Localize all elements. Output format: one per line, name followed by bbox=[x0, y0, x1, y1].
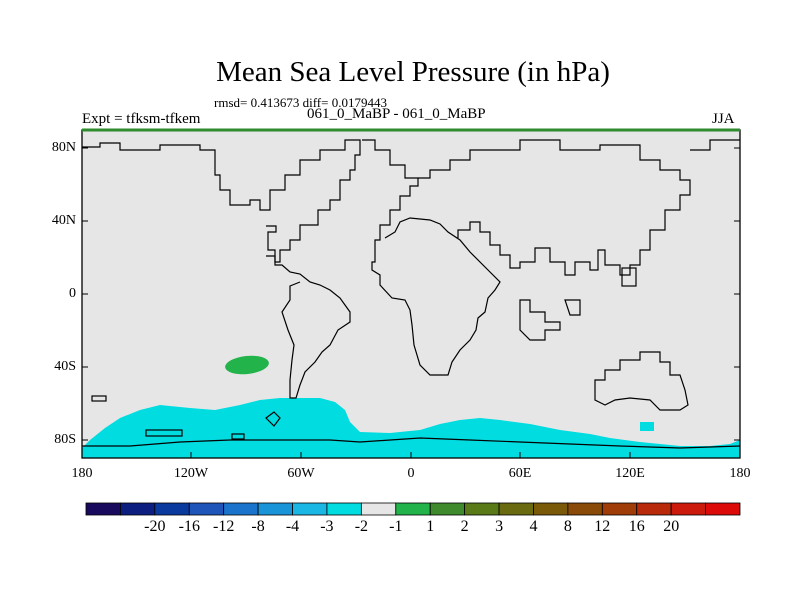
map-background bbox=[82, 130, 740, 458]
colorbar-label: 20 bbox=[663, 518, 680, 535]
colorbar-swatch bbox=[567, 502, 603, 516]
colorbar-swatch bbox=[326, 502, 362, 516]
island bbox=[145, 429, 183, 437]
colorbar-swatch bbox=[120, 502, 156, 516]
colorbar-swatch bbox=[223, 502, 259, 516]
colorbar-label: 12 bbox=[594, 518, 611, 535]
lon-tick-label: 120E bbox=[615, 466, 645, 481]
colorbar-label: -4 bbox=[285, 518, 300, 535]
lon-tick-label: 60E bbox=[508, 466, 532, 481]
colorbar-swatch bbox=[154, 502, 190, 516]
colorbar-label: 8 bbox=[563, 518, 572, 535]
colorbar-label: 1 bbox=[426, 518, 435, 535]
lat-tick-label: 0 bbox=[69, 286, 76, 301]
colorbar-label: -16 bbox=[178, 518, 200, 535]
lon-tick-label: 120W bbox=[173, 466, 209, 481]
lon-tick-label: 60W bbox=[287, 466, 315, 481]
colorbar-swatch bbox=[705, 502, 741, 516]
season-label: JJA bbox=[712, 111, 735, 127]
anomaly-region-small bbox=[640, 422, 654, 431]
colorbar-label: 4 bbox=[529, 518, 538, 535]
map-title: Mean Sea Level Pressure (in hPa) bbox=[216, 56, 610, 88]
colorbar-swatch bbox=[257, 502, 293, 516]
island bbox=[231, 433, 245, 440]
colorbar-label: 16 bbox=[628, 518, 645, 535]
anomaly-region-southern-ocean bbox=[82, 398, 740, 458]
anomaly-region-south-pacific bbox=[225, 355, 269, 375]
lon-tick-label: 0 bbox=[407, 466, 415, 481]
colorbar-label: -8 bbox=[251, 518, 265, 535]
lon-tick-label: 180 bbox=[729, 466, 751, 481]
lat-tick-label: 80S bbox=[54, 432, 76, 447]
colorbar-label: -2 bbox=[354, 518, 369, 535]
colorbar-swatch bbox=[636, 502, 672, 516]
colorbar-swatch bbox=[601, 502, 638, 516]
lon-tick-label: 180 bbox=[71, 466, 93, 481]
island bbox=[621, 267, 637, 287]
colorbar-swatch bbox=[670, 502, 706, 516]
anomaly-region-tasman bbox=[722, 446, 740, 456]
colorbar-label: -12 bbox=[213, 518, 235, 535]
colorbar-swatch bbox=[533, 502, 569, 516]
colorbar-swatch bbox=[360, 502, 397, 516]
lat-tick-label: 80N bbox=[51, 140, 76, 155]
coastlines bbox=[82, 139, 741, 449]
lat-tick-label: 40N bbox=[51, 213, 76, 228]
colorbar-swatch bbox=[188, 502, 225, 516]
colorbar-swatch bbox=[429, 502, 466, 516]
colorbar-label: -1 bbox=[389, 518, 403, 535]
colorbar-swatch bbox=[292, 502, 328, 516]
lat-tick-label: 40S bbox=[54, 359, 76, 374]
colorbar-swatch bbox=[498, 502, 534, 516]
colorbar-label: 3 bbox=[495, 518, 504, 535]
experiment-label: Expt = tfksm-tfkem bbox=[82, 111, 201, 127]
colorbar-label: -20 bbox=[144, 518, 166, 535]
island bbox=[91, 395, 107, 402]
colorbar-swatch bbox=[464, 502, 500, 516]
axis-ticks bbox=[82, 147, 740, 458]
colorbar-label: -3 bbox=[320, 518, 334, 535]
colorbar-swatch bbox=[395, 502, 431, 516]
colorbar-label: 2 bbox=[460, 518, 469, 535]
cases-label: 061_0_MaBP - 061_0_MaBP bbox=[307, 106, 486, 122]
stats-text: rmsd= 0.413673 diff= 0.0179443 bbox=[214, 95, 387, 110]
colorbar-swatch bbox=[85, 502, 121, 516]
colorbar bbox=[85, 502, 741, 516]
